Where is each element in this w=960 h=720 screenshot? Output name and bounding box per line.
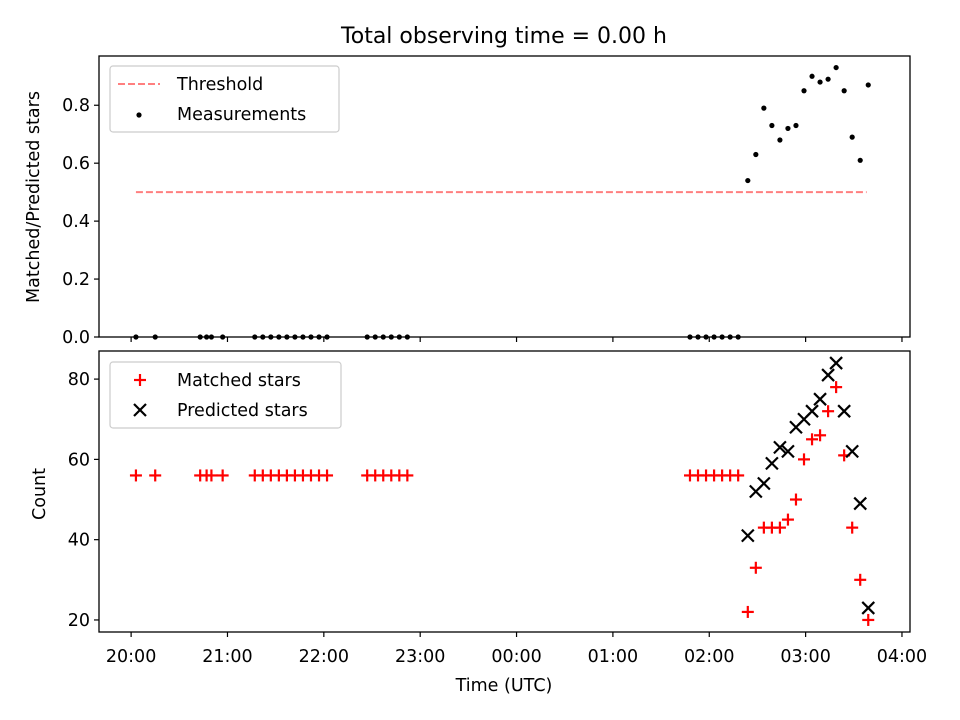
measurement-point <box>785 125 791 132</box>
y-tick-label: 40 <box>68 531 90 551</box>
counts-y-axis-label: Count <box>30 468 50 520</box>
x-axis-label: Time (UTC) <box>455 676 553 696</box>
ratio-panel: 0.00.20.40.60.8 Matched/Predicted stars … <box>24 55 911 348</box>
measurement-point <box>817 79 823 85</box>
predicted-legend-label: Predicted stars <box>177 401 308 421</box>
y-tick-label: 0.4 <box>62 212 90 232</box>
measurement-point <box>841 88 847 94</box>
predicted-star-point <box>741 528 755 543</box>
predicted-star-point <box>829 356 843 370</box>
matched-legend-swatch <box>134 374 146 386</box>
measurements-legend-swatch <box>136 112 142 118</box>
y-tick-label: 0.6 <box>62 154 90 174</box>
matched-star-point <box>806 433 819 446</box>
predicted-star-point <box>765 456 779 471</box>
measurement-point <box>865 82 871 88</box>
counts-x-ticks: 20:00 21:00 22:00 23:00 00:00 01:00 02:00 03:00… <box>106 632 927 667</box>
measurement-point <box>753 151 759 158</box>
matched-star-point <box>830 381 843 394</box>
matched-star-point <box>732 469 745 482</box>
ratio-y-axis-label: Matched/Predicted stars <box>24 91 44 303</box>
x-tick-label: 22:00 <box>299 647 349 667</box>
x-tick-label: 04:00 <box>877 647 927 667</box>
matched-star-point <box>781 513 794 526</box>
x-tick-label: 00:00 <box>491 647 541 667</box>
matched-star-point <box>749 561 762 574</box>
y-tick-label: 80 <box>68 370 90 390</box>
measurement-point <box>761 105 767 111</box>
measurement-point <box>801 88 807 94</box>
predicted-star-point <box>757 476 771 491</box>
matched-star-point <box>862 613 875 626</box>
y-tick-label: 0.2 <box>62 270 90 290</box>
predicted-star-point <box>821 368 835 382</box>
x-tick-label: 21:00 <box>202 647 252 667</box>
x-tick-label: 01:00 <box>588 647 638 667</box>
matched-star-point <box>822 405 835 418</box>
matched-star-point <box>149 469 162 482</box>
measurement-point <box>833 64 839 71</box>
predicted-star-point <box>845 444 859 459</box>
matched-star-point <box>321 469 334 482</box>
measurement-point <box>809 73 815 79</box>
y-tick-label: 60 <box>68 450 90 470</box>
measurement-point <box>777 137 783 143</box>
matched-star-point <box>854 573 867 586</box>
measurement-point <box>793 122 799 129</box>
measurement-point <box>849 134 855 140</box>
matched-star-point <box>401 469 414 482</box>
counts-legend: Matched stars Predicted stars <box>109 361 342 429</box>
predicted-star-point <box>813 392 827 406</box>
predicted-legend-swatch <box>133 403 147 417</box>
figure-title: Total observing time = 0.00 h <box>340 24 667 49</box>
predicted-star-point <box>773 440 787 455</box>
measurement-point <box>857 157 863 163</box>
measurement-point <box>745 177 751 184</box>
ratio-x-ticks <box>130 337 903 342</box>
matched-star-point <box>129 469 142 482</box>
measurement-point <box>825 76 831 82</box>
predicted-star-point <box>837 404 851 418</box>
measurement-point <box>769 122 775 129</box>
counts-legend-box <box>109 361 342 429</box>
ratio-legend: Threshold Measurements <box>109 65 340 133</box>
matched-star-point <box>798 453 811 466</box>
y-tick-label: 0.8 <box>62 96 90 116</box>
x-tick-label: 02:00 <box>684 647 734 667</box>
ratio-axes-frame <box>98 55 911 338</box>
ratio-legend-box <box>109 65 340 133</box>
counts-data-layer <box>129 356 876 626</box>
matched-legend-label: Matched stars <box>177 371 301 391</box>
x-tick-label: 20:00 <box>106 647 156 667</box>
counts-y-ticks: 20 40 60 80 <box>68 370 99 631</box>
matched-star-point <box>773 521 786 534</box>
x-tick-label: 23:00 <box>395 647 445 667</box>
predicted-star-point <box>861 601 876 615</box>
counts-panel: 20 40 60 80 20:00 21:00 22:00 23:00 00:00 01:00 0… <box>30 350 927 696</box>
matched-star-point <box>205 469 218 482</box>
matched-star-point <box>216 469 229 482</box>
ratio-y-ticks: 0.0 0.2 0.4 0.6 0.8 <box>62 96 99 348</box>
threshold-legend-label: Threshold <box>176 75 263 95</box>
y-tick-label: 20 <box>68 611 90 631</box>
matched-star-point <box>814 429 827 442</box>
counts-axes-frame <box>98 350 911 633</box>
matched-star-point <box>741 605 754 618</box>
predicted-star-point <box>853 496 867 511</box>
predicted-star-point <box>781 444 795 459</box>
matched-star-point <box>846 521 859 534</box>
predicted-star-point <box>805 404 819 418</box>
y-tick-label: 0.0 <box>62 328 90 348</box>
matched-star-point <box>789 493 802 506</box>
measurements-legend-label: Measurements <box>177 105 306 125</box>
x-tick-label: 03:00 <box>780 647 830 667</box>
